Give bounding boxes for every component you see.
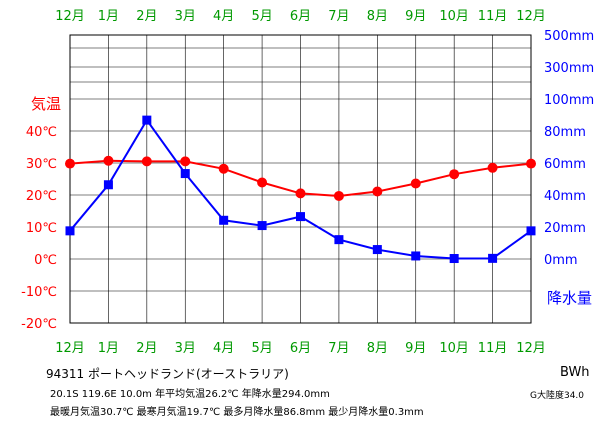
month-label-top: 5月: [251, 9, 272, 24]
temperature-axis-ticks: 40℃ 30℃ 20℃ 10℃ 0℃ -10℃ -20℃: [21, 125, 57, 332]
temp-tick-label: -10℃: [21, 285, 57, 300]
precipitation-point: [103, 180, 113, 190]
temperature-point: [257, 177, 268, 188]
month-label-top: 11月: [478, 9, 508, 24]
precip-tick-label: 300mm: [544, 61, 594, 76]
precipitation-point: [257, 221, 267, 231]
koppen-class: BWh: [560, 365, 590, 380]
month-label-bottom: 12月: [516, 341, 546, 356]
temperature-point: [65, 158, 75, 169]
precipitation-point: [65, 226, 75, 236]
month-label-top: 3月: [175, 9, 196, 24]
precipitation-point: [449, 254, 459, 264]
continentality-index: G大陸度34.0: [530, 391, 585, 401]
temperature-point: [218, 163, 229, 174]
precip-tick-label: 500mm: [544, 29, 594, 44]
precip-tick-label: 40mm: [544, 189, 586, 204]
precipitation-point: [372, 245, 382, 255]
month-label-bottom: 8月: [367, 341, 388, 356]
temperature-point: [333, 190, 344, 201]
chart-grid: [69, 34, 532, 324]
temp-tick-label: 0℃: [34, 253, 57, 268]
precipitation-axis-label: 降水量: [547, 289, 592, 307]
temp-tick-label: 20℃: [26, 189, 57, 204]
precipitation-point: [488, 253, 498, 263]
month-label-top: 7月: [328, 9, 349, 24]
month-label-bottom: 6月: [290, 341, 311, 356]
station-summary: 20.1S 119.6E 10.0m 年平均気温26.2℃ 年降水量294.0m…: [50, 389, 330, 400]
temperature-point: [449, 169, 460, 180]
temp-tick-label: 10℃: [26, 221, 57, 236]
month-label-top: 4月: [213, 9, 234, 24]
month-labels-bottom: 12月 1月 2月 3月 4月 5月 6月 7月 8月 9月 10月 11月 12月: [55, 341, 546, 356]
month-label-top: 12月: [55, 9, 85, 24]
month-label-bottom: 4月: [213, 341, 234, 356]
precipitation-point: [526, 226, 536, 236]
month-labels-top: 12月 1月 2月 3月 4月 5月 6月 7月 8月 9月 10月 11月 12月: [55, 9, 546, 24]
precip-tick-label: 100mm: [544, 93, 594, 108]
precip-tick-label: 20mm: [544, 221, 586, 236]
month-label-top: 12月: [516, 9, 546, 24]
precipitation-point: [296, 212, 305, 222]
temperature-point: [141, 156, 152, 167]
temp-tick-label: -20℃: [21, 317, 57, 332]
precipitation-point: [180, 169, 190, 179]
month-label-bottom: 3月: [175, 341, 196, 356]
precipitation-axis-ticks: 500mm 300mm 100mm 80mm 60mm 40mm 20mm 0mm: [544, 29, 594, 268]
precip-tick-label: 0mm: [544, 253, 578, 268]
month-label-bottom: 12月: [55, 341, 85, 356]
precip-tick-label: 60mm: [544, 157, 586, 172]
month-label-bottom: 1月: [98, 341, 119, 356]
month-label-bottom: 2月: [136, 341, 157, 356]
month-label-top: 10月: [439, 9, 469, 24]
month-label-bottom: 5月: [251, 341, 272, 356]
month-label-bottom: 9月: [405, 341, 426, 356]
precipitation-point: [411, 251, 421, 261]
month-label-top: 9月: [405, 9, 426, 24]
temperature-point: [410, 178, 421, 189]
temperature-point: [180, 156, 191, 167]
precipitation-point: [334, 235, 344, 245]
month-label-bottom: 10月: [439, 341, 469, 356]
temperature-axis-label: 気温: [31, 95, 61, 113]
station-name: 94311 ポートヘッドランド(オーストラリア): [46, 367, 289, 381]
temperature-point: [295, 188, 306, 199]
month-label-bottom: 7月: [328, 341, 349, 356]
precipitation-point: [142, 115, 152, 125]
month-label-bottom: 11月: [478, 341, 508, 356]
month-label-top: 6月: [290, 9, 311, 24]
precip-tick-label: 80mm: [544, 125, 586, 140]
month-label-top: 1月: [98, 9, 119, 24]
temp-tick-label: 40℃: [26, 125, 57, 140]
month-label-top: 2月: [136, 9, 157, 24]
chart-series: [65, 115, 536, 264]
month-label-top: 8月: [367, 9, 388, 24]
temperature-point: [487, 162, 498, 173]
temperature-point: [103, 155, 114, 166]
temp-tick-label: 30℃: [26, 157, 57, 172]
precipitation-point: [219, 215, 229, 225]
station-extremes: 最暖月気温30.7℃ 最寒月気温19.7℃ 最多月降水量86.8mm 最少月降水…: [50, 407, 424, 418]
temperature-point: [372, 186, 383, 197]
temperature-point: [526, 158, 536, 169]
